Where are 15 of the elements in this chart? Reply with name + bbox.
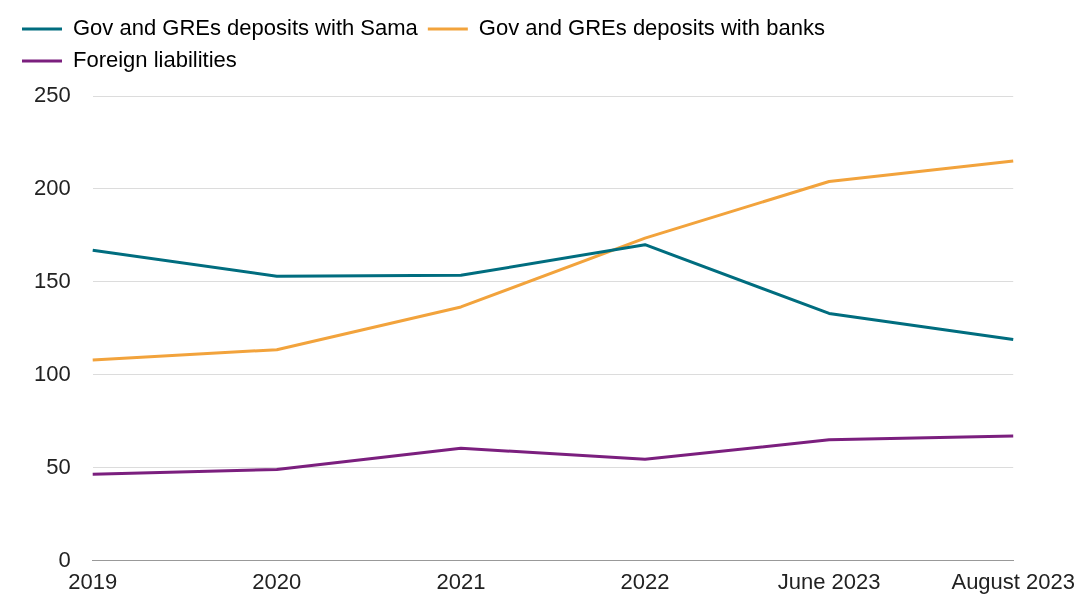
legend-label: Foreign liabilities <box>73 47 237 73</box>
x-tick-label: 2020 <box>252 568 302 594</box>
x-tick-label: 2021 <box>436 568 486 594</box>
x-tick-label: 2022 <box>620 568 670 594</box>
y-tick-label: 200 <box>33 174 71 200</box>
y-tick-label: 0 <box>58 546 71 572</box>
x-tick-label: 2019 <box>68 568 118 594</box>
x-tick-label: August 2023 <box>951 568 1075 594</box>
y-tick-label: 250 <box>33 82 71 108</box>
legend-label: Gov and GREs deposits with banks <box>478 15 825 41</box>
legend-label: Gov and GREs deposits with Sama <box>73 15 419 41</box>
y-tick-label: 100 <box>33 360 71 386</box>
y-tick-label: 150 <box>33 267 71 293</box>
y-tick-label: 50 <box>46 453 71 479</box>
x-tick-label: June 2023 <box>777 568 881 594</box>
